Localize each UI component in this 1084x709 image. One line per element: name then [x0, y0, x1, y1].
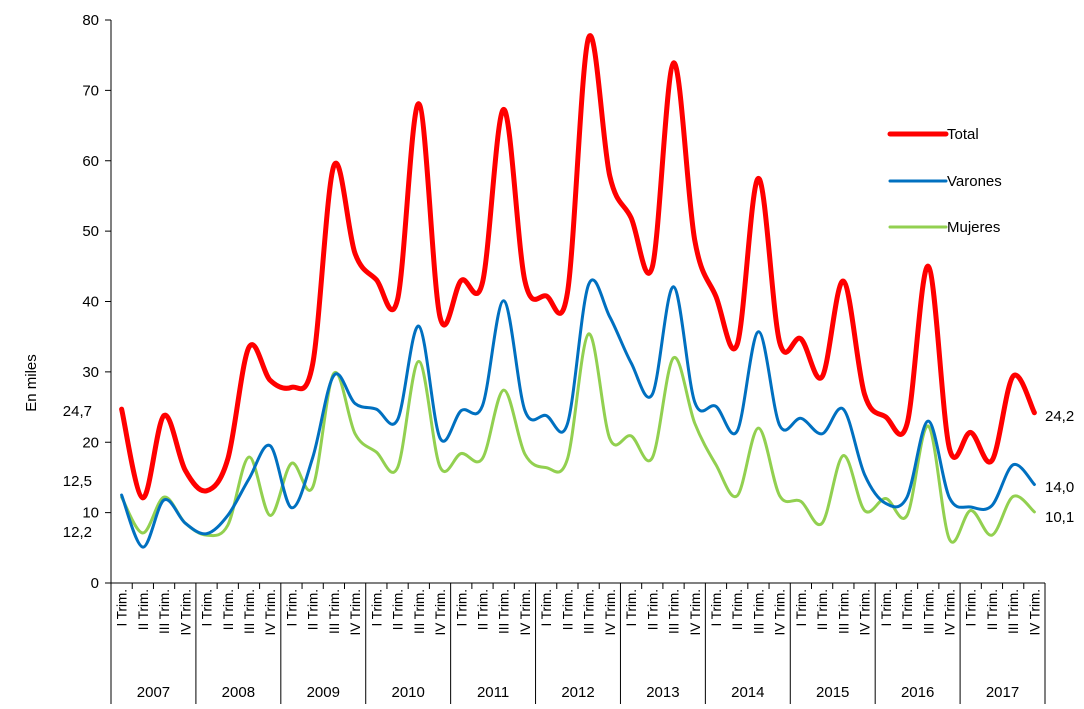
x-tick-label: III Trim.	[751, 589, 766, 634]
y-axis-label: En miles	[23, 354, 40, 412]
x-tick-label: I Trim.	[200, 589, 215, 627]
x-group-label: 2007	[137, 684, 170, 701]
x-tick-label: IV Trim.	[348, 589, 363, 636]
x-group-label: 2016	[901, 684, 934, 701]
x-group-label: 2008	[222, 684, 255, 701]
x-tick-label: I Trim.	[369, 589, 384, 627]
x-tick-label: I Trim.	[539, 589, 554, 627]
x-tick-label: III Trim.	[836, 589, 851, 634]
x-tick-label: I Trim.	[454, 589, 469, 627]
right-value-annotation: 14,0	[1045, 479, 1074, 496]
x-group-label: 2013	[646, 684, 679, 701]
legend: Total Varones Mujeres	[887, 126, 1002, 236]
x-tick-label: II Trim.	[306, 589, 321, 630]
x-tick-label: IV Trim.	[942, 589, 957, 636]
y-tick-label: 80	[82, 12, 99, 29]
x-tick-label: II Trim.	[645, 589, 660, 630]
left-value-annotation: 24,7	[63, 403, 92, 420]
x-tick-label: III Trim.	[327, 589, 342, 634]
x-tick-label: II Trim.	[815, 589, 830, 630]
x-tick-label: IV Trim.	[688, 589, 703, 636]
y-tick-label: 30	[82, 364, 99, 381]
x-tick-label: III Trim.	[242, 589, 257, 634]
y-tick-label: 0	[91, 575, 99, 592]
x-tick-label: IV Trim.	[858, 589, 873, 636]
x-tick-label: IV Trim.	[263, 589, 278, 636]
x-tick-label: I Trim.	[284, 589, 299, 627]
x-tick-label: II Trim.	[900, 589, 915, 630]
y-tick-label: 20	[82, 434, 99, 451]
x-tick-label: III Trim.	[921, 589, 936, 634]
x-group-label: 2017	[986, 684, 1019, 701]
x-group-label: 2015	[816, 684, 849, 701]
legend-label-varones: Varones	[947, 173, 1002, 190]
series-line-total	[119, 33, 1037, 501]
x-tick-label: I Trim.	[964, 589, 979, 627]
x-group-label: 2010	[391, 684, 424, 701]
legend-label-mujeres: Mujeres	[947, 219, 1000, 236]
right-value-annotation: 10,1	[1045, 509, 1074, 526]
x-group-label: 2012	[561, 684, 594, 701]
left-value-annotation: 12,5	[63, 473, 92, 490]
y-tick-label: 50	[82, 223, 99, 240]
x-tick-label: II Trim.	[730, 589, 745, 630]
x-tick-label: I Trim.	[709, 589, 724, 627]
series-lines	[119, 33, 1037, 549]
x-tick-label: III Trim.	[1006, 589, 1021, 634]
x-group-label: 2009	[307, 684, 340, 701]
x-group-label: 2014	[731, 684, 764, 701]
x-tick-label: IV Trim.	[1027, 589, 1042, 636]
x-tick-label: II Trim.	[391, 589, 406, 630]
y-tick-label: 40	[82, 294, 99, 311]
right-value-annotation: 24,2	[1045, 408, 1074, 425]
x-tick-label: IV Trim.	[518, 589, 533, 636]
left-value-annotation: 12,2	[63, 524, 92, 541]
x-tick-label: III Trim.	[157, 589, 172, 634]
x-tick-label: IV Trim.	[433, 589, 448, 636]
legend-label-total: Total	[947, 126, 979, 143]
x-tick-label: I Trim.	[794, 589, 809, 627]
x-tick-label: II Trim.	[136, 589, 151, 630]
x-tick-label: II Trim.	[560, 589, 575, 630]
axes: 0 10 20 30 40 50 60 70 80 I Trim. II Trim. III Trim…	[82, 12, 1046, 704]
x-tick-label: II Trim.	[475, 589, 490, 630]
x-tick-label: IV Trim.	[178, 589, 193, 636]
x-tick-label: I Trim.	[879, 589, 894, 627]
x-group-label: 2011	[477, 684, 509, 701]
y-tick-label: 60	[82, 153, 99, 170]
x-tick-label: I Trim.	[115, 589, 130, 627]
value-annotations: 24,7 12,5 12,2 24,2 14,0 10,1	[63, 403, 1074, 541]
y-tick-label: 10	[82, 505, 99, 522]
x-tick-label: IV Trim.	[603, 589, 618, 636]
x-tick-label: III Trim.	[412, 589, 427, 634]
x-tick-label: II Trim.	[221, 589, 236, 630]
series-line-varones	[120, 278, 1036, 549]
x-tick-label: II Trim.	[985, 589, 1000, 630]
x-tick-label: IV Trim.	[773, 589, 788, 636]
x-tick-label: III Trim.	[497, 589, 512, 634]
y-tick-label: 70	[82, 82, 99, 99]
x-tick-label: III Trim.	[667, 589, 682, 634]
x-tick-label: III Trim.	[582, 589, 597, 634]
x-tick-label: I Trim.	[624, 589, 639, 627]
